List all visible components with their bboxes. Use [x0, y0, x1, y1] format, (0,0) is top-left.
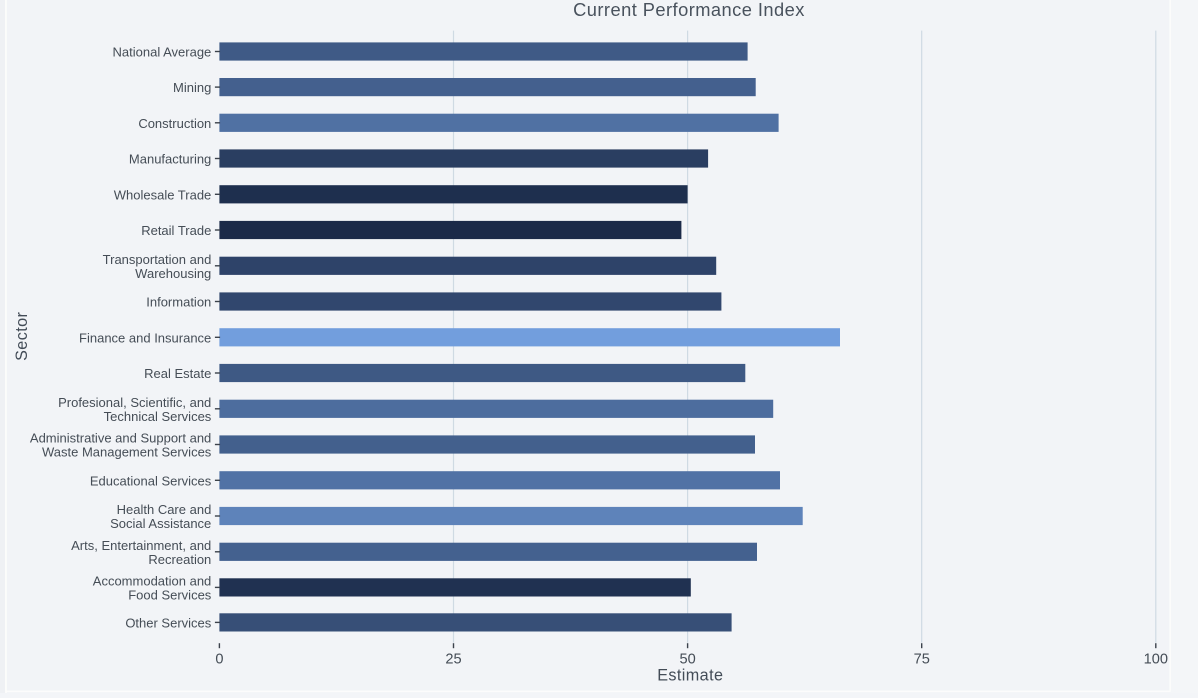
svg-text:Warehousing: Warehousing: [135, 266, 211, 281]
svg-text:Current Performance Index: Current Performance Index: [573, 0, 805, 20]
svg-text:Profesional, Scientific, and: Profesional, Scientific, and: [58, 395, 211, 410]
svg-text:Technical Services: Technical Services: [104, 409, 212, 424]
svg-text:25: 25: [445, 651, 461, 667]
svg-text:Real Estate: Real Estate: [144, 366, 211, 381]
svg-text:Educational Services: Educational Services: [90, 473, 212, 488]
svg-text:Food Services: Food Services: [128, 588, 212, 603]
svg-text:50: 50: [679, 651, 695, 667]
svg-text:Administrative and Support and: Administrative and Support and: [30, 431, 211, 446]
svg-text:Social Assistance: Social Assistance: [110, 516, 211, 531]
svg-text:Health Care and: Health Care and: [117, 502, 212, 517]
svg-text:Other Services: Other Services: [125, 616, 211, 631]
svg-text:Accommodation and: Accommodation and: [93, 574, 212, 589]
svg-text:Wholesale Trade: Wholesale Trade: [114, 187, 212, 202]
svg-text:Transportation and: Transportation and: [103, 252, 212, 267]
svg-text:75: 75: [914, 651, 930, 667]
svg-text:Manufacturing: Manufacturing: [129, 152, 211, 167]
svg-text:National Average: National Average: [113, 45, 212, 60]
svg-text:Waste Management Services: Waste Management Services: [42, 445, 212, 460]
svg-text:Finance and Insurance: Finance and Insurance: [79, 330, 211, 345]
svg-text:0: 0: [215, 651, 223, 667]
svg-text:Construction: Construction: [138, 116, 211, 131]
svg-text:Mining: Mining: [173, 80, 211, 95]
svg-text:Information: Information: [146, 295, 211, 310]
svg-text:100: 100: [1144, 651, 1168, 667]
svg-text:Estimate: Estimate: [657, 666, 723, 684]
svg-text:Arts, Entertainment, and: Arts, Entertainment, and: [71, 538, 211, 553]
svg-text:Sector: Sector: [13, 312, 31, 361]
svg-text:Retail Trade: Retail Trade: [141, 223, 211, 238]
svg-text:Recreation: Recreation: [148, 552, 211, 567]
